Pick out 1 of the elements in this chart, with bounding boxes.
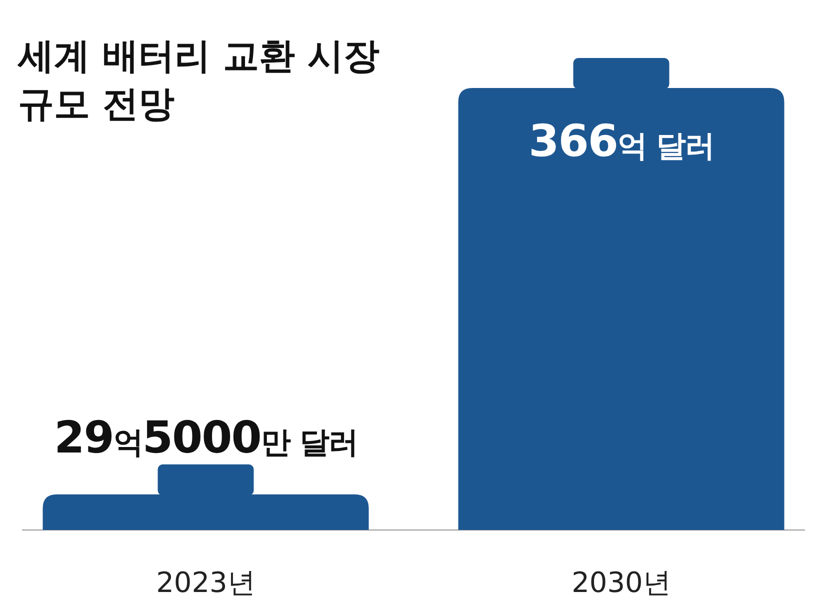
title: 세계 배터리 교환 시장 규모 전망: [18, 36, 380, 125]
